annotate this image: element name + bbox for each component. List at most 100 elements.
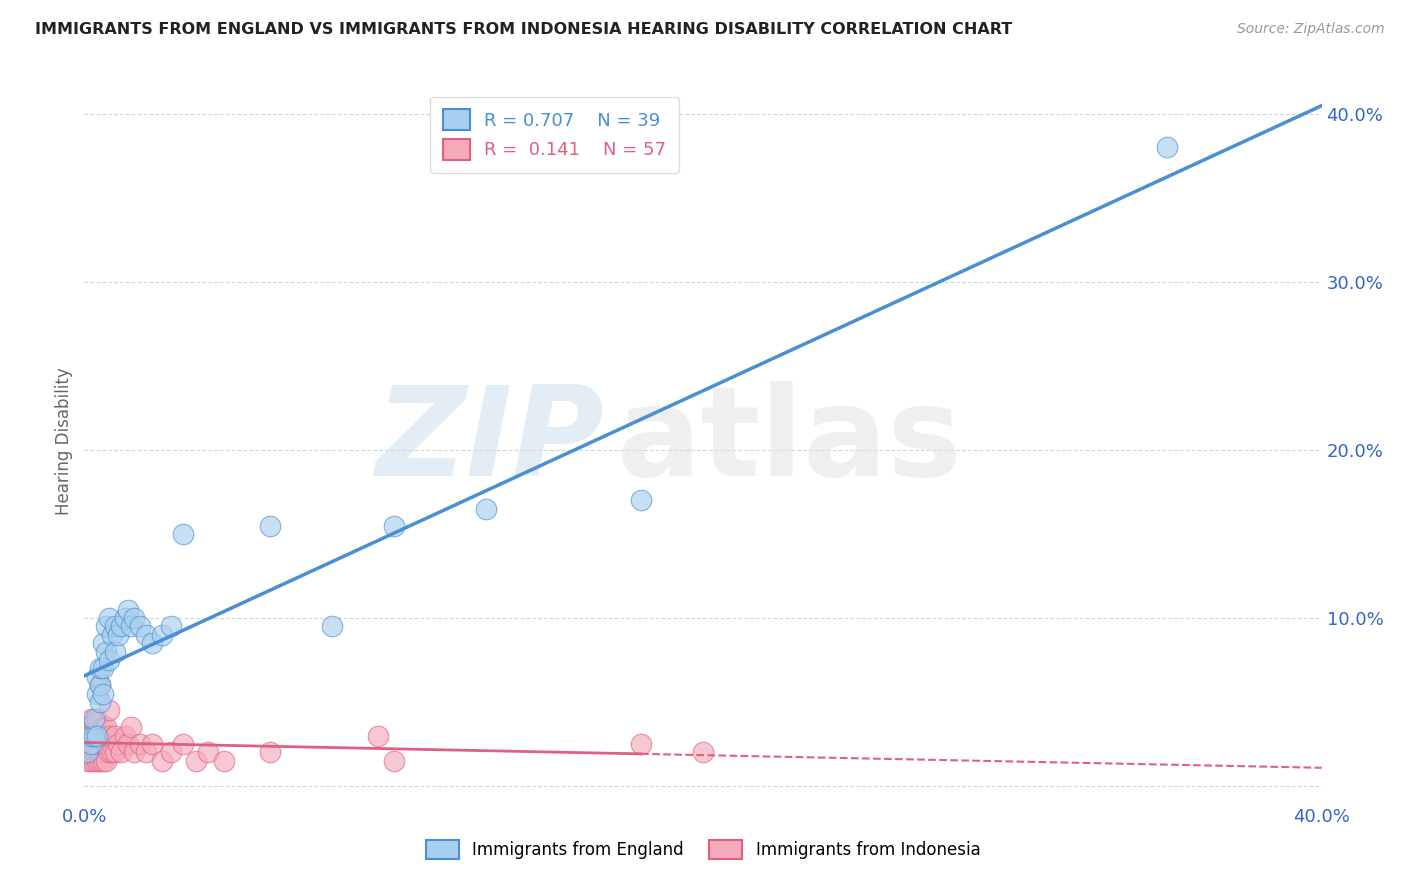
Point — [98, 703, 121, 717]
Point — [382, 754, 405, 768]
Point — [98, 729, 121, 743]
Point — [98, 611, 121, 625]
Y-axis label: Hearing Disability: Hearing Disability — [55, 368, 73, 516]
Point — [135, 745, 157, 759]
Point — [89, 678, 111, 692]
Point — [104, 729, 127, 743]
Legend: R = 0.707    N = 39, R =  0.141    N = 57: R = 0.707 N = 39, R = 0.141 N = 57 — [430, 96, 679, 172]
Point — [89, 678, 111, 692]
Point — [86, 729, 108, 743]
Point — [89, 729, 111, 743]
Point — [83, 729, 105, 743]
Point — [172, 527, 194, 541]
Point — [107, 628, 129, 642]
Point — [86, 745, 108, 759]
Point — [160, 619, 183, 633]
Point — [86, 712, 108, 726]
Point — [630, 493, 652, 508]
Point — [98, 745, 121, 759]
Point — [79, 737, 101, 751]
Point — [117, 602, 139, 616]
Point — [83, 754, 105, 768]
Point — [107, 737, 129, 751]
Point — [259, 745, 281, 759]
Point — [86, 729, 108, 743]
Point — [1156, 140, 1178, 154]
Point — [79, 729, 101, 743]
Point — [259, 518, 281, 533]
Point — [89, 695, 111, 709]
Point — [104, 644, 127, 658]
Point — [382, 518, 405, 533]
Point — [79, 745, 101, 759]
Point — [150, 628, 173, 642]
Point — [160, 745, 183, 759]
Point — [91, 720, 114, 734]
Point — [150, 754, 173, 768]
Point — [135, 628, 157, 642]
Point — [101, 745, 124, 759]
Legend: Immigrants from England, Immigrants from Indonesia: Immigrants from England, Immigrants from… — [419, 833, 987, 866]
Point — [79, 729, 101, 743]
Point — [104, 745, 127, 759]
Point — [76, 745, 98, 759]
Point — [94, 720, 117, 734]
Point — [114, 611, 136, 625]
Point — [89, 754, 111, 768]
Point — [76, 754, 98, 768]
Point — [76, 729, 98, 743]
Point — [89, 661, 111, 675]
Point — [101, 628, 124, 642]
Point — [94, 644, 117, 658]
Point — [83, 737, 105, 751]
Point — [172, 737, 194, 751]
Point — [120, 720, 142, 734]
Point — [98, 653, 121, 667]
Point — [141, 737, 163, 751]
Point — [91, 636, 114, 650]
Point — [129, 619, 152, 633]
Text: atlas: atlas — [616, 381, 962, 502]
Point — [76, 745, 98, 759]
Point — [117, 737, 139, 751]
Point — [321, 619, 343, 633]
Point — [110, 619, 132, 633]
Point — [184, 754, 207, 768]
Point — [86, 737, 108, 751]
Point — [367, 729, 389, 743]
Point — [86, 687, 108, 701]
Point — [86, 670, 108, 684]
Point — [89, 745, 111, 759]
Point — [212, 754, 235, 768]
Point — [104, 619, 127, 633]
Point — [630, 737, 652, 751]
Point — [83, 712, 105, 726]
Point — [122, 611, 145, 625]
Point — [76, 720, 98, 734]
Text: Source: ZipAtlas.com: Source: ZipAtlas.com — [1237, 22, 1385, 37]
Point — [692, 745, 714, 759]
Point — [129, 737, 152, 751]
Point — [91, 737, 114, 751]
Point — [83, 745, 105, 759]
Point — [94, 754, 117, 768]
Point — [475, 501, 498, 516]
Point — [79, 720, 101, 734]
Text: ZIP: ZIP — [375, 381, 605, 502]
Point — [120, 619, 142, 633]
Text: IMMIGRANTS FROM ENGLAND VS IMMIGRANTS FROM INDONESIA HEARING DISABILITY CORRELAT: IMMIGRANTS FROM ENGLAND VS IMMIGRANTS FR… — [35, 22, 1012, 37]
Point — [91, 661, 114, 675]
Point — [79, 737, 101, 751]
Point — [79, 712, 101, 726]
Point — [79, 754, 101, 768]
Point — [197, 745, 219, 759]
Point — [94, 737, 117, 751]
Point — [94, 619, 117, 633]
Point — [122, 745, 145, 759]
Point — [83, 715, 105, 730]
Point — [110, 745, 132, 759]
Point — [91, 754, 114, 768]
Point — [114, 729, 136, 743]
Point — [76, 737, 98, 751]
Point — [86, 754, 108, 768]
